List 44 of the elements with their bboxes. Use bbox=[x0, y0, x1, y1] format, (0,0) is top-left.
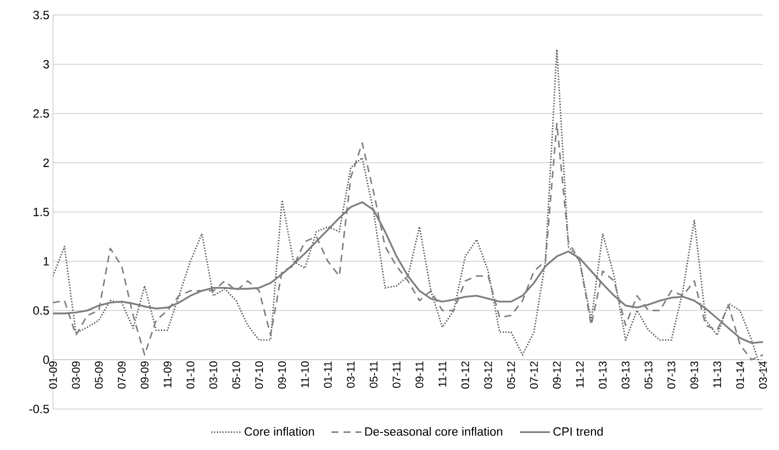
x-tick-label: 07-11 bbox=[392, 361, 400, 388]
x-tick-label: 03-10 bbox=[209, 361, 218, 389]
x-tick-label: 03-11 bbox=[346, 361, 355, 388]
x-tick-label: 09-13 bbox=[690, 361, 698, 389]
legend-label: Core inflation bbox=[244, 427, 314, 436]
y-tick-label: 3.5 bbox=[33, 10, 49, 20]
y-tick-label: 1 bbox=[44, 257, 49, 266]
x-tick-label: 07-12 bbox=[530, 362, 538, 389]
x-tick-label: 01-13 bbox=[598, 361, 607, 389]
x-tick-label: 05-09 bbox=[94, 361, 103, 389]
x-tick-label: 05-11 bbox=[370, 361, 378, 388]
y-tick-label: 0.5 bbox=[33, 306, 49, 315]
x-tick-label: 01-12 bbox=[461, 362, 470, 389]
x-tick-label: 01-14 bbox=[736, 361, 744, 389]
x-tick-label: 09-10 bbox=[278, 361, 286, 389]
x-tick-label: 11-11 bbox=[438, 361, 446, 387]
x-tick-label: 05-13 bbox=[644, 361, 652, 389]
y-tick-label: 0 bbox=[43, 356, 50, 364]
x-tick-label: 05-10 bbox=[232, 361, 240, 389]
y-tick-label: 2.5 bbox=[33, 109, 49, 118]
x-tick-label: 07-09 bbox=[118, 361, 126, 389]
x-tick-label: 01-09 bbox=[49, 361, 57, 389]
x-tick-label: 11-12 bbox=[576, 362, 584, 388]
x-tick-label: 07-13 bbox=[668, 361, 676, 389]
x-tick-label: 09-11 bbox=[416, 361, 424, 388]
x-tick-label: 03-12 bbox=[484, 362, 492, 389]
y-tick-label: 2 bbox=[43, 158, 49, 167]
legend-label: De-seasonal core inflation bbox=[365, 427, 502, 436]
x-tick-label: 09-09 bbox=[140, 361, 149, 389]
y-tick-label: 3 bbox=[43, 60, 49, 68]
x-tick-label: 03-13 bbox=[622, 361, 630, 389]
x-tick-label: 09-12 bbox=[552, 362, 561, 389]
x-tick-label: 05-12 bbox=[507, 362, 515, 389]
x-tick-label: 03-14 bbox=[759, 361, 767, 389]
x-tick-label: 11-10 bbox=[301, 361, 309, 388]
x-tick-label: 01-11 bbox=[324, 361, 332, 388]
y-tick-label: 1.5 bbox=[34, 208, 49, 216]
x-tick-label: 03-09 bbox=[72, 361, 80, 389]
y-tick-label: -0.5 bbox=[29, 404, 49, 414]
x-tick-label: 07-10 bbox=[255, 361, 264, 389]
x-tick-label: 11-09 bbox=[164, 361, 172, 388]
legend-label: CPI trend bbox=[553, 427, 603, 436]
x-tick-label: 01-10 bbox=[186, 361, 194, 389]
x-tick-label: 11-13 bbox=[713, 361, 722, 388]
